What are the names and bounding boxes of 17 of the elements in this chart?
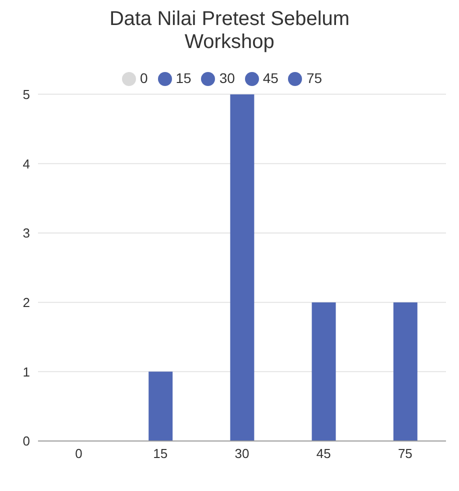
legend-label: 45 [262,70,278,86]
x-tick-label: 0 [75,446,82,462]
legend-label: 30 [219,70,235,86]
y-tick-label: 3 [22,226,30,241]
y-tick-label: 0 [22,434,30,449]
y-tick-label: 2 [22,294,30,310]
x-tick-label: 75 [398,446,412,462]
x-tick-label: 30 [234,446,250,462]
legend-label: 15 [176,70,192,86]
legend-label: 0 [140,70,148,86]
chart-title: Data Nilai Pretest Sebelum Workshop [108,8,351,54]
x-tick-label: 45 [316,446,331,462]
y-tick-label: 4 [22,156,30,172]
y-tick-label: 5 [22,86,30,102]
y-tick-label: 1 [22,364,30,380]
legend-label: 75 [306,70,322,86]
x-tick-label: 15 [153,446,168,462]
